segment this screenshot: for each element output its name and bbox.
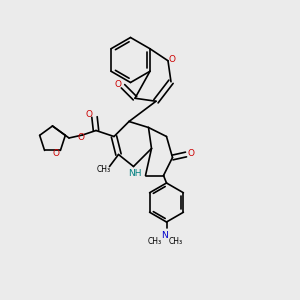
Text: N: N — [162, 231, 168, 240]
Text: CH₃: CH₃ — [96, 165, 111, 174]
Text: O: O — [187, 148, 194, 158]
Text: CH₃: CH₃ — [168, 237, 183, 246]
Text: CH₃: CH₃ — [147, 237, 162, 246]
Text: NH: NH — [128, 169, 142, 178]
Text: O: O — [52, 149, 59, 158]
Text: O: O — [85, 110, 93, 119]
Text: O: O — [115, 80, 122, 89]
Text: O: O — [77, 133, 85, 142]
Text: O: O — [168, 55, 175, 64]
